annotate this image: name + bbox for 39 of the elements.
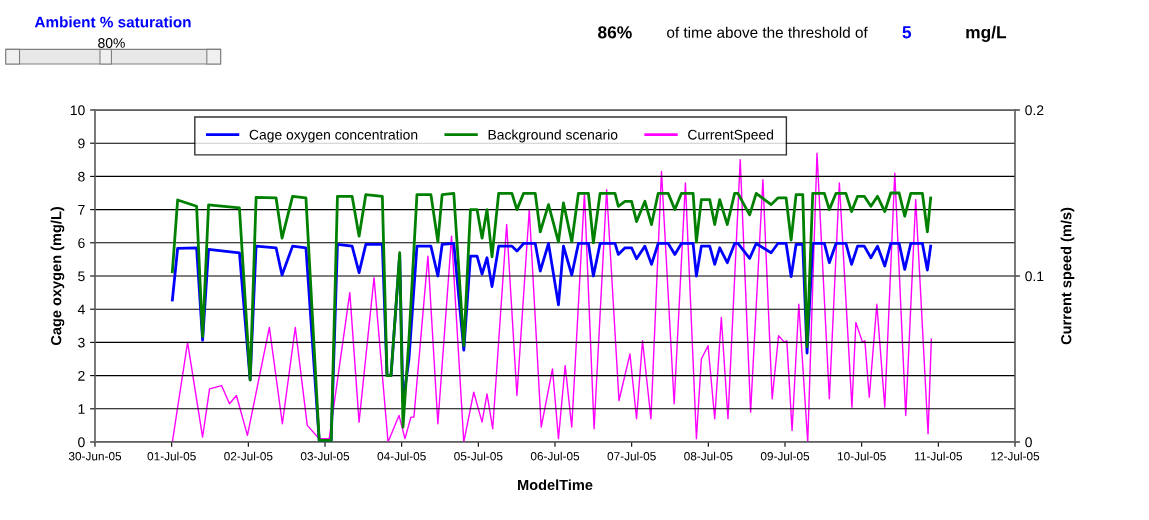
x-tick-label: 07-Jul-05 [607,451,656,461]
x-tick-label: 08-Jul-05 [684,451,733,461]
y-tick-label: 6 [78,238,85,248]
text: 80% [98,38,125,48]
legend-label: CurrentSpeed [688,129,773,143]
y2-tick-label: 0.1 [1025,271,1044,282]
x-tick-label: 10-Jul-05 [837,451,886,461]
text: of time above the threshold of [667,26,868,38]
text: mg/L [966,25,1007,42]
x-tick-label: 06-Jul-05 [530,451,580,461]
y-tick-label: 8 [78,171,85,182]
text: Ambient % saturation [34,16,191,28]
legend-label: Cage oxygen concentration [249,129,418,143]
x-tick-label: 30-Jun-05 [68,452,122,461]
x-tick-label: 04-Jul-05 [377,451,426,461]
y-tick-label: 5 [78,271,85,282]
y-tick-label: 9 [78,138,85,149]
text: 5 [902,26,912,39]
y-tick-label: 4 [77,304,85,315]
y-tick-label: 3 [78,337,85,348]
text: 86% [598,26,632,39]
x-tick-label: 11-Jul-05 [915,451,963,461]
y2-axis-title: Current speed (m/s) [1060,207,1075,345]
legend-label: Background scenario [488,129,618,143]
y2-tick-label: 0 [1025,437,1032,448]
y-tick-label: 10 [70,105,85,116]
x-axis-title: ModelTime [518,479,593,491]
y-tick-label: 7 [78,205,85,215]
x-tick-label: 02-Jul-05 [224,451,273,461]
y-tick-label: 2 [78,370,85,381]
x-tick-label: 09-Jul-05 [760,451,810,461]
y2-tick-label: 0.2 [1025,105,1044,116]
x-tick-label: 01-Jul-05 [147,451,196,461]
y-tick-label: 0 [78,437,85,448]
x-tick-label: 03-Jul-05 [300,451,350,461]
x-tick-label: 12-Jul-05 [991,451,1040,461]
y-tick-label: 1 [78,404,85,414]
y-axis-title: Cage oxygen (mg/L) [50,207,65,346]
x-tick-label: 05-Jul-05 [454,451,503,461]
